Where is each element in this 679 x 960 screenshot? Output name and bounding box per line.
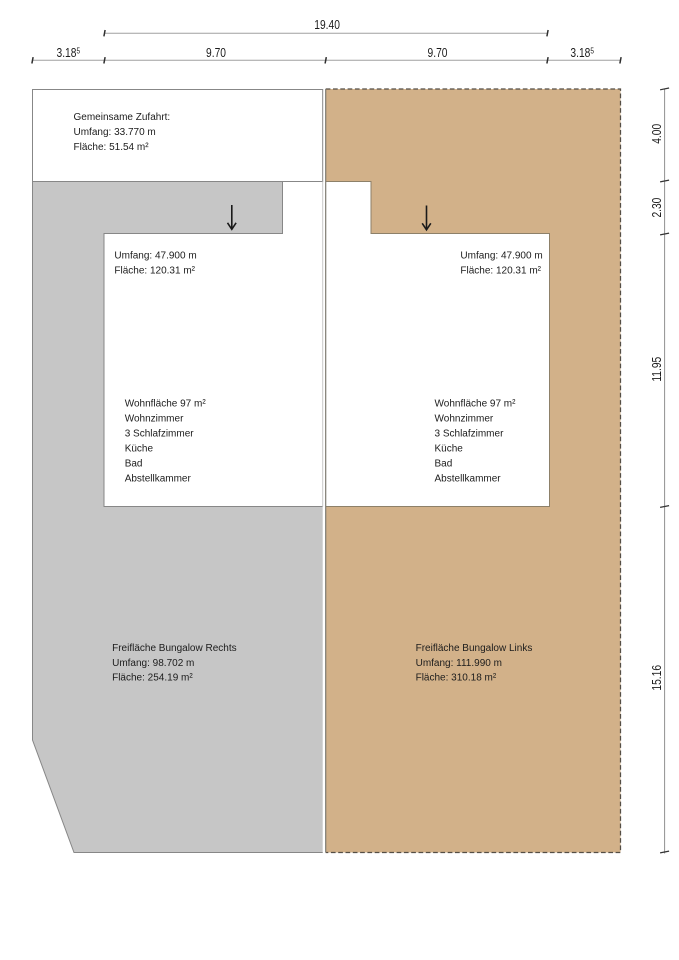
svg-text:Freifläche Bungalow Links: Freifläche Bungalow Links xyxy=(416,643,533,654)
svg-text:Wohnzimmer: Wohnzimmer xyxy=(125,414,184,425)
svg-text:3 Schlafzimmer: 3 Schlafzimmer xyxy=(125,429,195,440)
svg-text:Freifläche Bungalow Rechts: Freifläche Bungalow Rechts xyxy=(112,643,237,654)
svg-text:Abstellkammer: Abstellkammer xyxy=(435,474,502,485)
svg-text:Bad: Bad xyxy=(435,459,453,470)
svg-text:9.70: 9.70 xyxy=(206,47,226,60)
svg-text:Umfang: 47.900 m: Umfang: 47.900 m xyxy=(114,250,196,261)
svg-text:Wohnfläche 97 m²: Wohnfläche 97 m² xyxy=(125,398,207,409)
svg-text:19.40: 19.40 xyxy=(314,19,340,32)
svg-text:3.185: 3.185 xyxy=(570,46,594,60)
svg-text:Küche: Küche xyxy=(125,444,154,455)
svg-text:Fläche: 51.54 m²: Fläche: 51.54 m² xyxy=(74,142,150,153)
svg-text:Bad: Bad xyxy=(125,459,143,470)
svg-text:3.185: 3.185 xyxy=(57,46,81,60)
svg-text:4.00: 4.00 xyxy=(651,124,664,144)
svg-text:Fläche: 120.31 m²: Fläche: 120.31 m² xyxy=(114,265,195,276)
svg-text:Fläche: 310.18 m²: Fläche: 310.18 m² xyxy=(416,673,497,684)
svg-text:Wohnfläche 97 m²: Wohnfläche 97 m² xyxy=(435,398,517,409)
svg-text:Küche: Küche xyxy=(435,444,464,455)
svg-text:9.70: 9.70 xyxy=(428,47,448,60)
svg-text:Gemeinsame Zufahrt:: Gemeinsame Zufahrt: xyxy=(74,112,171,123)
svg-text:Umfang: 47.900 m: Umfang: 47.900 m xyxy=(460,250,542,261)
svg-text:15.16: 15.16 xyxy=(651,665,664,691)
svg-text:Fläche: 120.31 m²: Fläche: 120.31 m² xyxy=(460,265,541,276)
svg-text:3 Schlafzimmer: 3 Schlafzimmer xyxy=(435,429,505,440)
svg-text:Wohnzimmer: Wohnzimmer xyxy=(435,414,494,425)
svg-text:Fläche: 254.19 m²: Fläche: 254.19 m² xyxy=(112,673,193,684)
svg-text:2.30: 2.30 xyxy=(651,198,664,218)
svg-text:11.95: 11.95 xyxy=(651,357,664,382)
svg-text:Umfang: 98.702 m: Umfang: 98.702 m xyxy=(112,658,194,669)
svg-text:Abstellkammer: Abstellkammer xyxy=(125,474,192,485)
svg-text:Umfang: 111.990 m: Umfang: 111.990 m xyxy=(416,658,502,669)
svg-text:Umfang: 33.770 m: Umfang: 33.770 m xyxy=(74,127,156,138)
